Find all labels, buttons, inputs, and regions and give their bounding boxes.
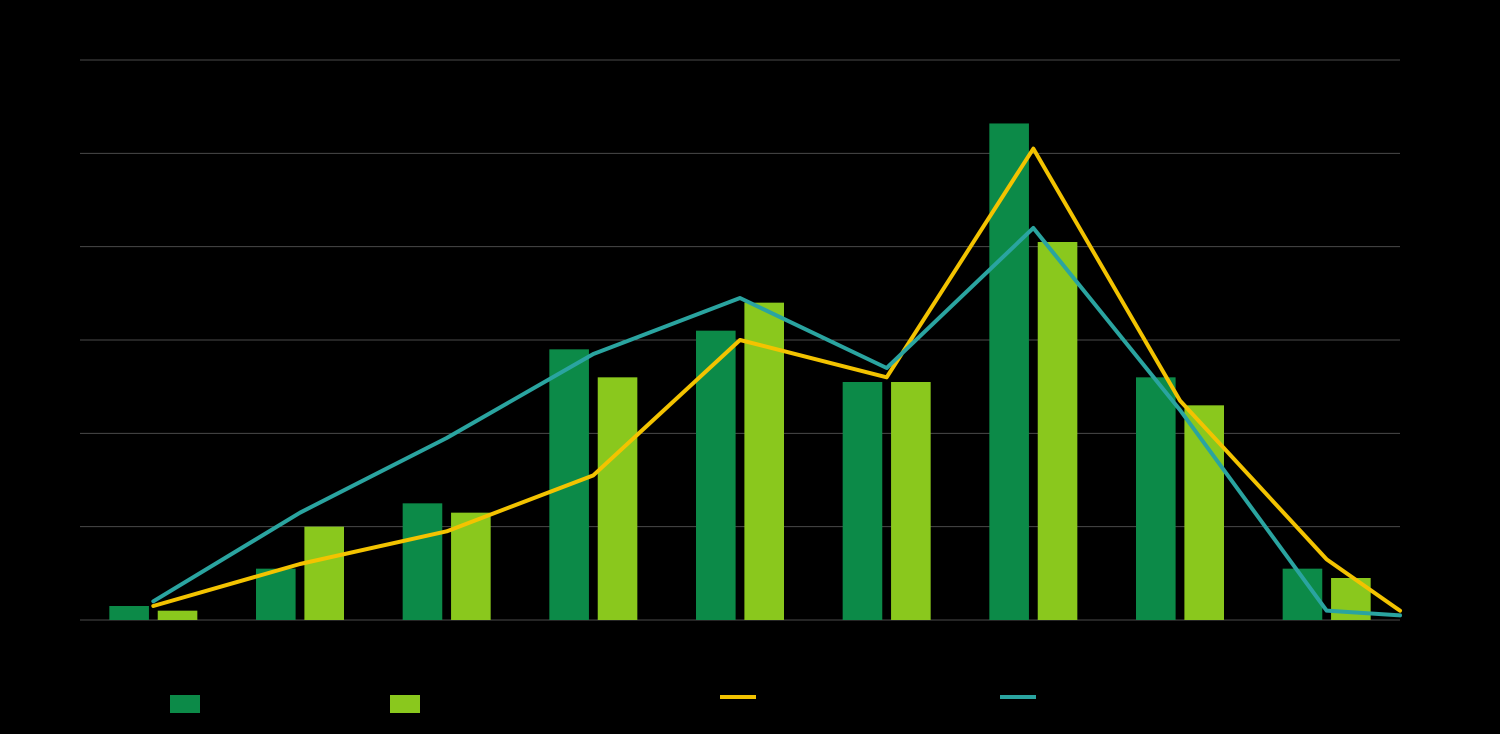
bar-series-b xyxy=(158,611,198,620)
legend-swatch-rect xyxy=(170,695,200,713)
legend-swatch-line xyxy=(1000,695,1036,699)
bar-series-b xyxy=(891,382,931,620)
bar-series-a xyxy=(989,123,1029,620)
bar-series-b xyxy=(1038,242,1078,620)
legend-item xyxy=(390,695,420,713)
chart-svg xyxy=(0,0,1500,734)
bar-series-a xyxy=(403,503,443,620)
legend-item xyxy=(720,695,756,699)
bar-series-b xyxy=(1184,405,1224,620)
legend-swatch-rect xyxy=(390,695,420,713)
chart-container xyxy=(0,0,1500,734)
bar-series-b xyxy=(304,527,344,620)
legend-swatch-line xyxy=(720,695,756,699)
bar-series-a xyxy=(843,382,883,620)
bar-series-b xyxy=(598,377,638,620)
legend xyxy=(0,695,1500,719)
bar-series-a xyxy=(1136,377,1176,620)
legend-item xyxy=(170,695,200,713)
bar-series-a xyxy=(109,606,149,620)
legend-item xyxy=(1000,695,1036,699)
